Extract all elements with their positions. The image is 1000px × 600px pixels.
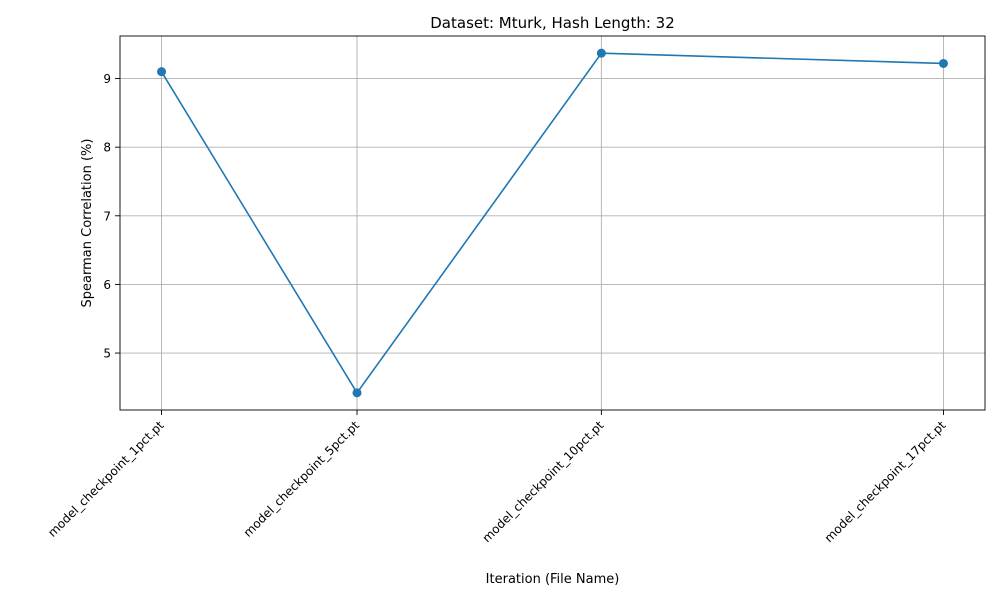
x-tick-label: model_checkpoint_1pct.pt <box>45 418 167 540</box>
grid-layer <box>120 36 985 410</box>
y-tick-label: 7 <box>103 209 111 223</box>
series-layer <box>157 48 948 398</box>
x-tick-label: model_checkpoint_10pct.pt <box>480 418 607 545</box>
data-point <box>352 388 362 398</box>
x-tick-label: model_checkpoint_5pct.pt <box>241 418 363 540</box>
y-tick-label: 6 <box>103 278 111 292</box>
y-axis-label: Spearman Correlation (%) <box>80 139 95 308</box>
data-point <box>157 67 167 77</box>
plot-frame <box>119 35 986 411</box>
y-tick-label: 8 <box>103 141 111 155</box>
data-point <box>938 58 948 68</box>
ticks-layer: model_checkpoint_1pct.pt model_checkpoint… <box>45 72 949 545</box>
x-tick-label: model_checkpoint_17pct.pt <box>822 418 949 545</box>
chart-title: Dataset: Mturk, Hash Length: 32 <box>430 14 675 32</box>
x-axis-label: Iteration (File Name) <box>486 572 620 587</box>
series-line <box>160 52 944 395</box>
y-tick-label: 9 <box>103 72 111 86</box>
data-point <box>596 48 606 58</box>
y-tick-label: 5 <box>103 347 111 361</box>
